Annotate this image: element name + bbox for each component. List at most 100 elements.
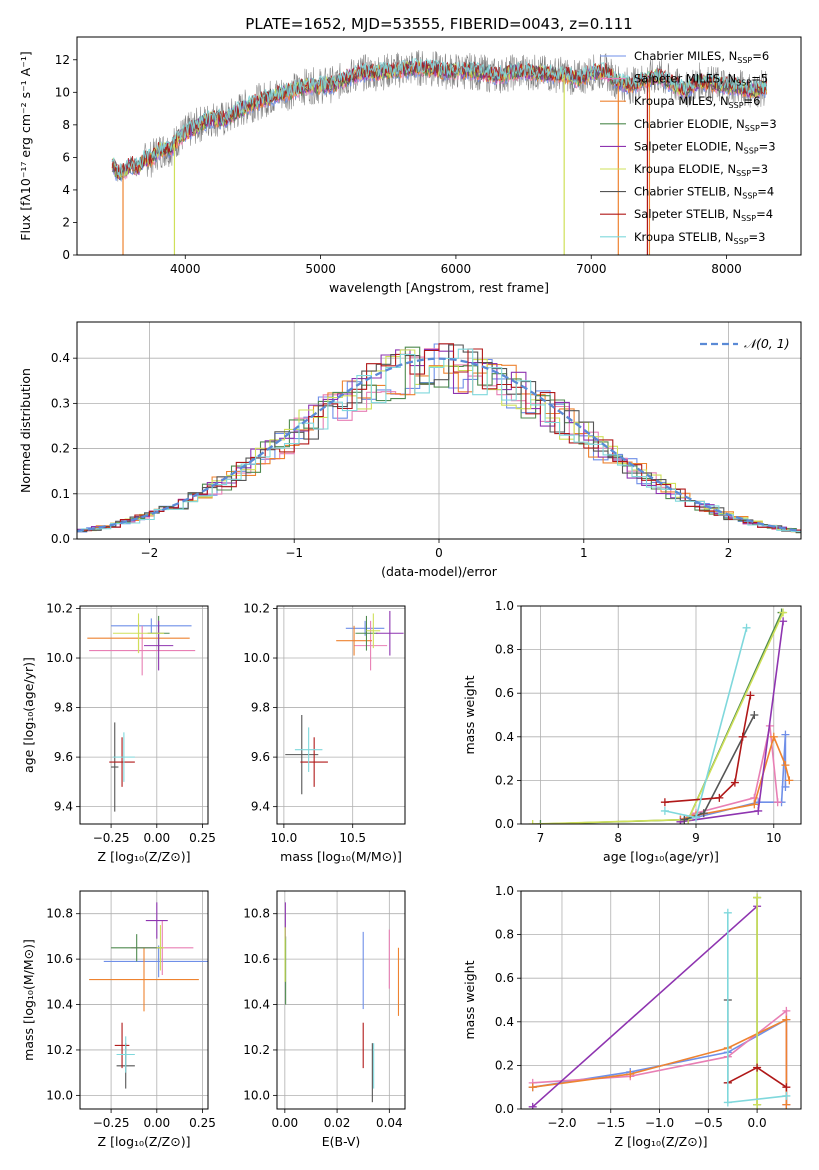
- y-tick-label: 0.6: [495, 686, 514, 700]
- y-tick-label: 0.8: [495, 928, 514, 942]
- x-tick-label: −1.5: [596, 1116, 625, 1130]
- y-axis-label: age [log₁₀(age/yr)]: [21, 657, 36, 773]
- y-tick-label: 10.2: [243, 601, 270, 615]
- errorbar-point-kroupa-miles: [89, 947, 199, 1012]
- y-tick-label: 0.0: [495, 1102, 514, 1116]
- series-salpeter-stelib: [660, 691, 755, 807]
- x-axis-label: mass [log₁₀(M/M⊙)]: [280, 849, 402, 864]
- x-tick-label: −0.25: [93, 831, 130, 845]
- y-tick-label: 10.4: [243, 998, 270, 1012]
- y-tick-label: 9.8: [54, 701, 73, 715]
- y-tick-label: 6: [62, 150, 70, 164]
- x-tick-label: 0.04: [376, 1116, 403, 1130]
- y-tick-label: 12: [55, 53, 70, 67]
- legend-tail: =6: [744, 94, 761, 108]
- y-tick-label: 0.4: [51, 351, 70, 365]
- panel-mass-vs-EBV: 0.00 0.02 0.04 10.0 10.2 10.4 10.6 10.8 E(B-V): [243, 890, 406, 1149]
- errorbar-point-salpeter-miles: [89, 625, 196, 676]
- y-tick-label: 0.3: [51, 396, 70, 410]
- plus-marker: [528, 820, 537, 824]
- y-tick-label: 1.0: [495, 599, 514, 613]
- plus-marker: [779, 608, 788, 617]
- legend-tail: =3: [759, 139, 776, 153]
- errorbar-point-kroupa-stelib: [294, 727, 323, 772]
- errorbar-point-kroupa-elodie: [366, 613, 381, 649]
- plus-marker: [754, 806, 763, 815]
- errorbar-point-kroupa-elodie: [156, 925, 165, 971]
- y-tick-label: 10.2: [46, 601, 73, 615]
- legend-tail: =5: [751, 72, 768, 86]
- plot-area-mass-weight-vs-Z: [528, 893, 791, 1109]
- y-tick-label: 2: [62, 215, 70, 229]
- errorbar-point-salpeter-stelib: [300, 737, 328, 787]
- y-tick-label: 0.4: [495, 1015, 514, 1029]
- plus-marker: [782, 1015, 791, 1024]
- x-tick-label: 6000: [441, 262, 472, 276]
- x-axis-label: Z [log₁₀(Z/Z⊙)]: [98, 1134, 191, 1149]
- y-tick-label: 0.0: [495, 817, 514, 831]
- y-tick-label: 0.8: [495, 643, 514, 657]
- plus-marker: [782, 1006, 791, 1015]
- series-salpeter-elodie: [676, 617, 788, 824]
- plus-marker: [723, 1098, 732, 1107]
- x-tick-label: −2: [141, 546, 159, 560]
- errorbar-point-salpeter-elodie: [145, 902, 168, 939]
- x-tick-label: 7000: [576, 262, 607, 276]
- legend-subscript: SSP: [744, 146, 759, 155]
- x-tick-label: −0.25: [93, 1116, 130, 1130]
- series-kroupa-elodie: [528, 608, 788, 824]
- plot-area-mass-vs-EBV: [284, 902, 400, 1103]
- legend-entry: Chabrier MILES, NSSP=6: [634, 49, 769, 65]
- y-axis-label: Normed distribution: [18, 368, 33, 493]
- axes-frame: [520, 890, 802, 1110]
- figure-title: PLATE=1652, MJD=53555, FIBERID=0043, z=0…: [245, 15, 632, 33]
- plus-marker: [723, 908, 732, 917]
- histogram-chabrier-stelib: [77, 344, 801, 533]
- errorbar-point-kroupa-stelib: [112, 732, 135, 782]
- x-tick-label: 10.0: [271, 831, 298, 845]
- gaussian-reference-curve: [77, 357, 801, 533]
- series-kroupa-stelib: [660, 623, 751, 822]
- plus-marker: [750, 800, 759, 809]
- x-tick-label: 4000: [170, 262, 201, 276]
- legend-subscript: SSP: [741, 214, 756, 223]
- x-tick-label: 1: [580, 546, 588, 560]
- y-tick-label: 0: [62, 248, 70, 262]
- legend-entry: Kroupa ELODIE, NSSP=3: [634, 162, 768, 178]
- x-axis-label: Z [log₁₀(Z/Z⊙)]: [615, 1134, 708, 1149]
- x-tick-label: 10.5: [339, 831, 366, 845]
- legend-tail: =3: [760, 117, 777, 131]
- x-axis-label: Z [log₁₀(Z/Z⊙)]: [98, 849, 191, 864]
- plus-marker: [746, 691, 755, 700]
- y-tick-label: 1.0: [495, 884, 514, 898]
- legend-subscript: SSP: [734, 237, 749, 246]
- plus-marker: [528, 1083, 537, 1092]
- legend-subscript: SSP: [737, 56, 752, 65]
- y-tick-label: 10.0: [243, 651, 270, 665]
- plus-marker: [753, 1100, 762, 1109]
- y-axis-label: Flux [fλ10⁻¹⁷ erg cm⁻² s⁻¹ A⁻¹]: [18, 51, 33, 240]
- plot-area-age-vs-Z: [87, 613, 196, 812]
- plus-marker: [753, 1063, 762, 1072]
- x-tick-label: 10: [766, 831, 781, 845]
- plus-marker: [781, 761, 790, 770]
- axes-frame: [520, 605, 802, 825]
- plus-marker: [782, 1100, 791, 1109]
- series-salpeter-stelib: [723, 1063, 791, 1092]
- y-tick-label: 0.2: [51, 442, 70, 456]
- panel-residuals: −2 −1 0 1 2 0.0 0.1 0.2 0.3 0.4 (data-model)/error…: [18, 321, 802, 579]
- x-tick-label: 5000: [305, 262, 336, 276]
- legend-entry: Chabrier ELODIE, NSSP=3: [634, 117, 777, 133]
- y-tick-label: 9.4: [54, 800, 73, 814]
- y-tick-label: 10: [55, 85, 70, 99]
- plus-marker: [660, 806, 669, 815]
- y-tick-label: 10.2: [243, 1043, 270, 1057]
- legend-subscript: SSP: [736, 169, 751, 178]
- x-tick-label: 2: [725, 546, 733, 560]
- series-line: [664, 627, 748, 819]
- y-tick-label: 0.2: [495, 1058, 514, 1072]
- plot-area-age-vs-mass: [285, 610, 404, 795]
- plus-marker: [680, 815, 689, 824]
- x-axis-label: E(B-V): [322, 1134, 361, 1149]
- x-tick-label: 0.02: [324, 1116, 351, 1130]
